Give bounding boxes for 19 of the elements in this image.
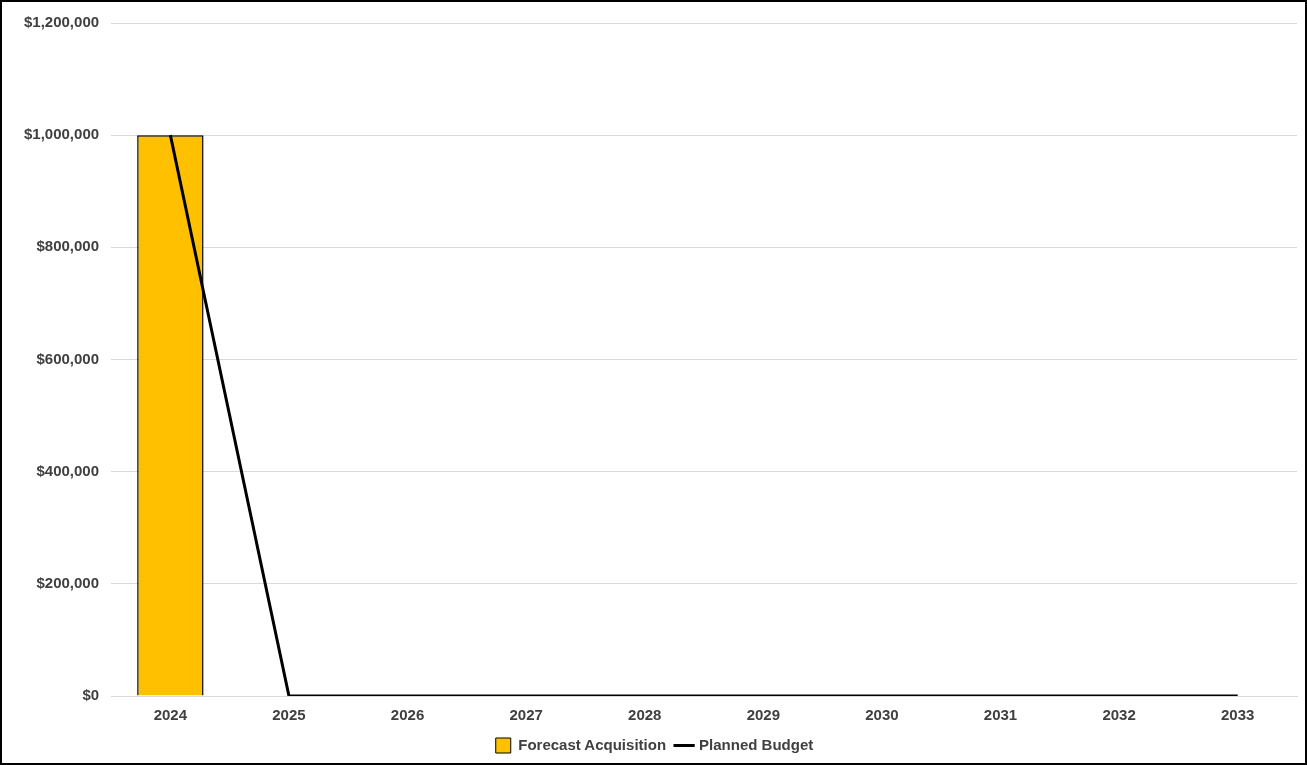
x-tick-label: 2028 [628, 706, 662, 724]
y-tick-label: $600,000 [36, 349, 100, 367]
x-tick-label: 2029 [746, 706, 781, 724]
y-tick-label: $0 [82, 686, 100, 704]
x-tick-label: 2027 [509, 706, 543, 724]
x-tick-label: 2025 [272, 706, 306, 724]
y-tick-label: $1,200,000 [24, 13, 100, 31]
y-tick-label: $1,000,000 [24, 125, 100, 143]
y-tick-label: $800,000 [36, 237, 100, 255]
x-tick-label: 2026 [390, 706, 425, 724]
x-tick-label: 2032 [1102, 706, 1136, 724]
legend-label: Forecast Acquisition [518, 735, 667, 753]
x-tick-label: 2031 [983, 706, 1018, 724]
legend-label: Planned Budget [699, 735, 814, 753]
y-tick-label: $400,000 [36, 461, 100, 479]
x-tick-label: 2024 [153, 706, 188, 724]
y-tick-label: $200,000 [36, 573, 100, 591]
x-tick-label: 2033 [1221, 706, 1255, 724]
x-tick-label: 2030 [865, 706, 899, 724]
